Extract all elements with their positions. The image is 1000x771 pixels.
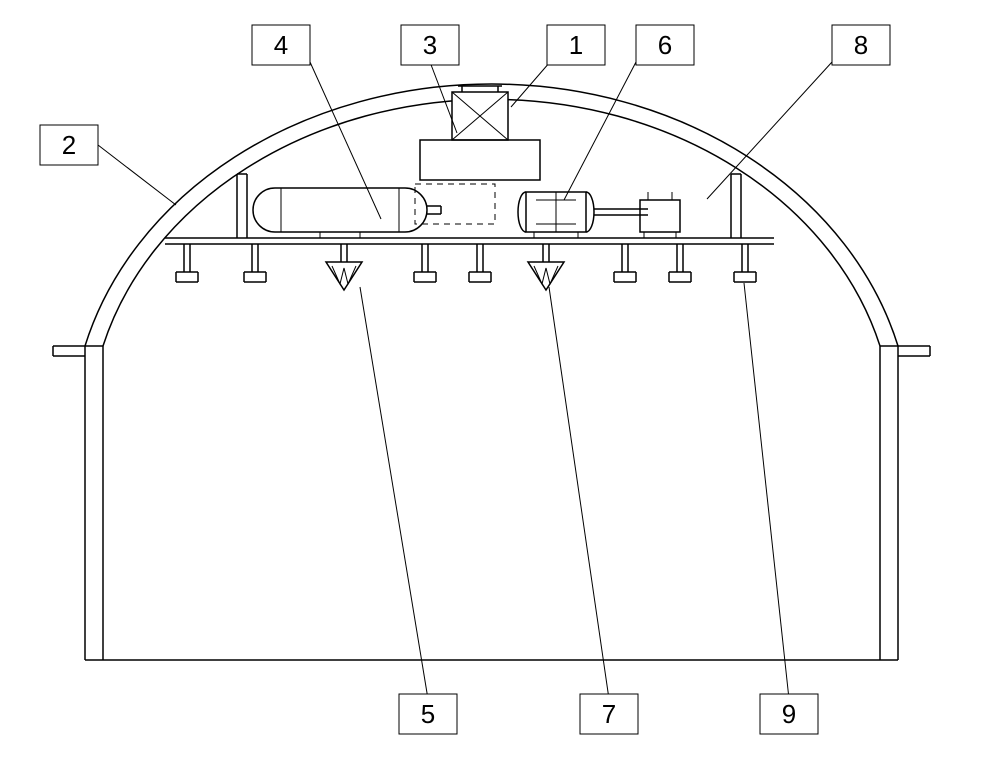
label-1: 1 (569, 30, 583, 60)
label-3: 3 (423, 30, 437, 60)
label-9: 9 (782, 699, 796, 729)
label-4: 4 (274, 30, 288, 60)
label-2: 2 (62, 130, 76, 160)
label-7: 7 (602, 699, 616, 729)
label-8: 8 (854, 30, 868, 60)
label-6: 6 (658, 30, 672, 60)
diagram-canvas: 1 2 3 4 5 6 7 8 9 (0, 0, 1000, 771)
label-5: 5 (421, 699, 435, 729)
